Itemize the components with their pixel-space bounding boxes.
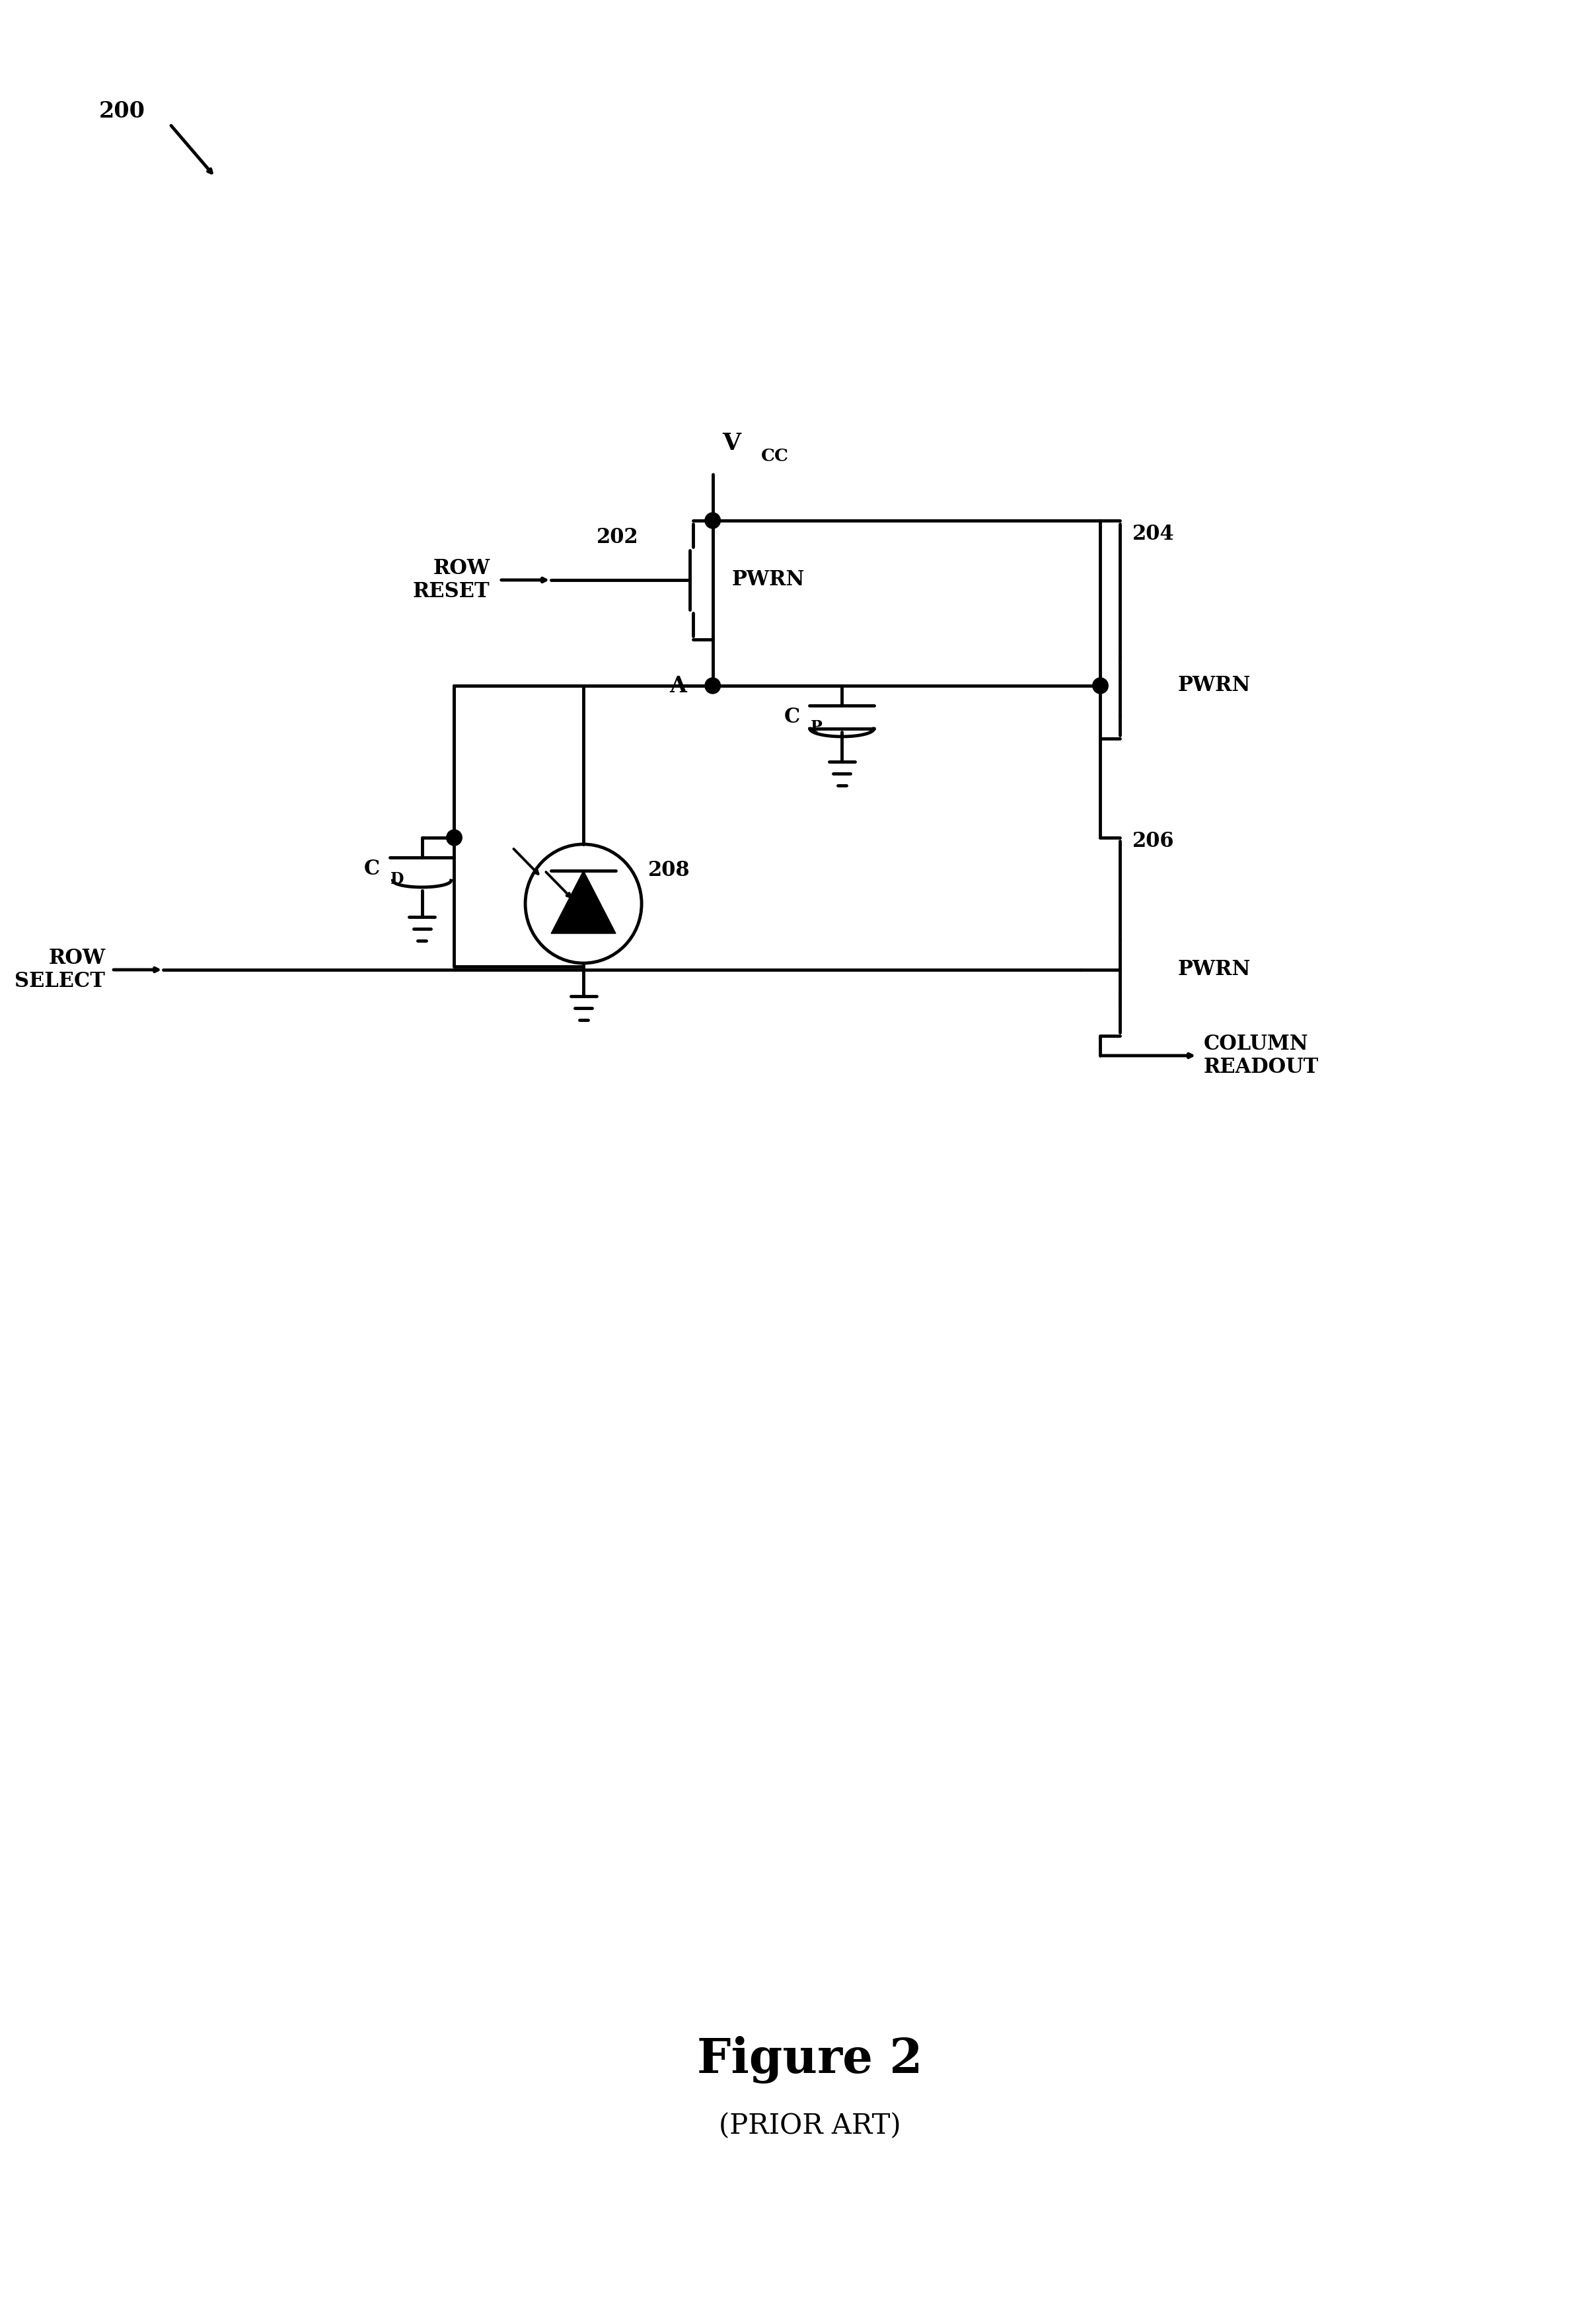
Text: C: C: [785, 706, 800, 727]
Circle shape: [705, 679, 721, 693]
Text: 208: 208: [648, 860, 689, 881]
Text: A: A: [670, 674, 686, 697]
Text: 204: 204: [1133, 523, 1174, 544]
Text: 200: 200: [98, 100, 146, 121]
Text: D: D: [390, 872, 404, 888]
Text: C: C: [365, 860, 380, 878]
Circle shape: [1092, 679, 1108, 693]
Text: (PRIOR ART): (PRIOR ART): [718, 2113, 900, 2140]
Text: 202: 202: [596, 528, 639, 548]
Text: PWRN: PWRN: [732, 569, 805, 590]
Text: COLUMN
READOUT: COLUMN READOUT: [1203, 1034, 1319, 1078]
Text: V: V: [723, 432, 740, 456]
Circle shape: [447, 830, 461, 846]
Text: P: P: [810, 718, 823, 734]
Text: 206: 206: [1133, 832, 1174, 851]
Text: PWRN: PWRN: [1178, 960, 1251, 981]
Text: ROW
SELECT: ROW SELECT: [14, 948, 105, 992]
Text: ROW
RESET: ROW RESET: [412, 558, 490, 602]
Polygon shape: [552, 872, 615, 934]
Text: PWRN: PWRN: [1178, 676, 1251, 695]
Text: CC: CC: [761, 449, 789, 465]
Text: Figure 2: Figure 2: [697, 2036, 922, 2085]
Circle shape: [705, 514, 721, 528]
